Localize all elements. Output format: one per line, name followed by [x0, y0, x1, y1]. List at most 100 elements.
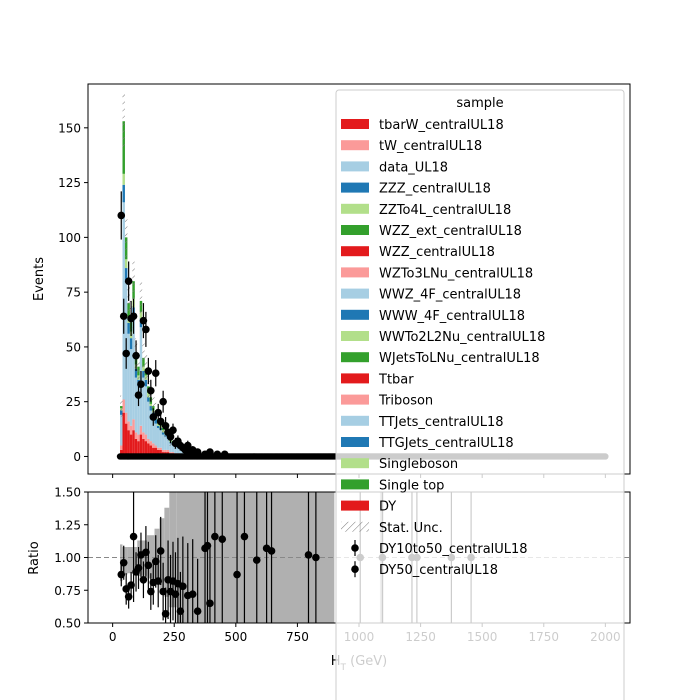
legend-item: WJetsToLNu_centralUL18	[341, 351, 540, 366]
stack-bar-segment	[132, 320, 135, 420]
stack-bar-segment	[122, 184, 125, 203]
stack-bar-segment	[149, 441, 153, 446]
stack-bar-segment	[137, 441, 140, 457]
legend-label: WWTo2L2Nu_centralUL18	[379, 330, 545, 345]
legend-swatch	[341, 119, 369, 129]
legend-swatch	[341, 458, 369, 469]
legend-label: ZZZ_centralUL18	[379, 182, 491, 197]
stack-bar-segment	[152, 443, 155, 448]
stack-bar-segment	[161, 434, 165, 450]
data-point	[206, 448, 214, 456]
stack-bar-segment	[159, 430, 162, 448]
legend-item: Ttbar	[341, 372, 414, 387]
legend-swatch	[341, 352, 369, 363]
legend-swatch	[341, 225, 369, 235]
data-point	[119, 312, 128, 321]
data-point	[169, 426, 177, 434]
stack-bar-segment	[176, 447, 180, 454]
stat-unc-hatch-bar	[127, 284, 130, 322]
legend-item: tbarW_centralUL18	[341, 118, 504, 133]
stack-bar-segment	[156, 447, 160, 450]
stack-bar-segment	[142, 438, 145, 457]
legend-swatch	[341, 373, 369, 384]
ratio-point	[233, 570, 241, 579]
data-point	[144, 367, 153, 375]
legend-label: WZZ_ext_centralUL18	[379, 224, 522, 239]
y-tick-label: 150	[58, 121, 81, 135]
data-point	[183, 441, 192, 450]
stack-bar-segment	[161, 449, 165, 453]
legend-label: WZZ_centralUL18	[379, 245, 495, 260]
stack-bar-segment	[134, 432, 138, 439]
ratio-point	[304, 551, 313, 559]
y-tick-label: 100	[58, 231, 81, 245]
stat-unc-hatch-bar	[132, 261, 135, 301]
legend-item: ZZZ_centralUL18	[341, 182, 491, 197]
ratio-unc-band-segment	[147, 535, 155, 579]
stack-bar-segment	[144, 386, 148, 435]
stack-bar-segment	[127, 322, 130, 334]
stack-bar-segment	[147, 401, 150, 439]
stat-unc-hatch-bar	[139, 282, 143, 320]
stack-bar-segment	[134, 377, 138, 433]
stack-bar-segment	[144, 441, 148, 457]
legend-item: data_UL18	[341, 160, 448, 175]
ratio-point	[211, 532, 219, 541]
legend-item: WWW_4F_centralUL18	[341, 309, 525, 324]
stack-bar-segment	[124, 259, 128, 269]
data-point	[142, 325, 150, 334]
main-y-axis-label: Events	[32, 257, 47, 301]
stack-bar-segment	[137, 434, 140, 442]
stack-bar-segment	[134, 438, 138, 457]
stack-bar-segment	[122, 399, 125, 413]
y-tick-label: 125	[58, 176, 81, 190]
legend-swatch	[341, 267, 369, 278]
legend-swatch	[341, 437, 369, 447]
stack-bar-segment	[129, 434, 133, 457]
legend-item: DY50_centralUL18	[351, 561, 498, 578]
stack-bar-segment	[152, 447, 155, 457]
legend-hatch-swatch	[341, 521, 369, 532]
stack-bar-segment	[159, 449, 162, 457]
legend-swatch	[341, 246, 369, 257]
ratio-y-tick-label: 1.00	[54, 551, 81, 565]
stack-bar-segment	[127, 333, 130, 422]
stack-bar-segment	[129, 425, 133, 435]
y-tick-label: 50	[66, 340, 81, 354]
stack-bar-segment	[132, 419, 135, 431]
stack-bar-segment	[147, 443, 150, 457]
data-point	[132, 351, 140, 360]
ratio-y-tick-label: 0.50	[54, 617, 81, 631]
legend-label: DY	[379, 500, 396, 515]
legend-entries: tbarW_centralUL18 tW_centralUL18 data_UL18…	[341, 118, 545, 578]
legend-swatch	[341, 500, 369, 511]
stack-bar-segment	[149, 410, 153, 442]
ratio-point	[188, 590, 197, 598]
ratio-y-ticks: 0.50 0.75 1.00 1.25 1.50	[54, 486, 88, 631]
data-point	[156, 417, 165, 426]
legend-item: WZTo3LNu_centralUL18	[341, 266, 533, 281]
stack-bar-segment	[154, 423, 157, 446]
stack-bar-segment	[144, 434, 148, 442]
legend-marker	[351, 544, 359, 552]
legend-item: DY	[341, 500, 396, 515]
data-point	[129, 312, 138, 321]
stat-unc-hatch-bar	[124, 215, 128, 260]
ratio-point	[179, 582, 187, 591]
legend-label: WWZ_4F_centralUL18	[379, 288, 521, 303]
ratio-point	[218, 535, 227, 543]
data-point	[151, 369, 160, 378]
legend-title: sample	[456, 96, 503, 111]
x-tick-label: 0	[109, 630, 117, 644]
y-tick-label: 75	[66, 286, 81, 300]
stack-bar-segment	[171, 444, 175, 453]
ratio-point	[144, 561, 153, 570]
y-tick-label: 25	[66, 395, 81, 409]
stat-unc-hatch-bar	[122, 94, 125, 149]
legend-item: Single top	[341, 478, 444, 493]
stack-bar-segment	[166, 438, 170, 450]
stack-bar-segment	[122, 173, 125, 185]
legend-item: DY10to50_centralUL18	[351, 540, 528, 557]
stack-bar-segment	[120, 414, 123, 446]
